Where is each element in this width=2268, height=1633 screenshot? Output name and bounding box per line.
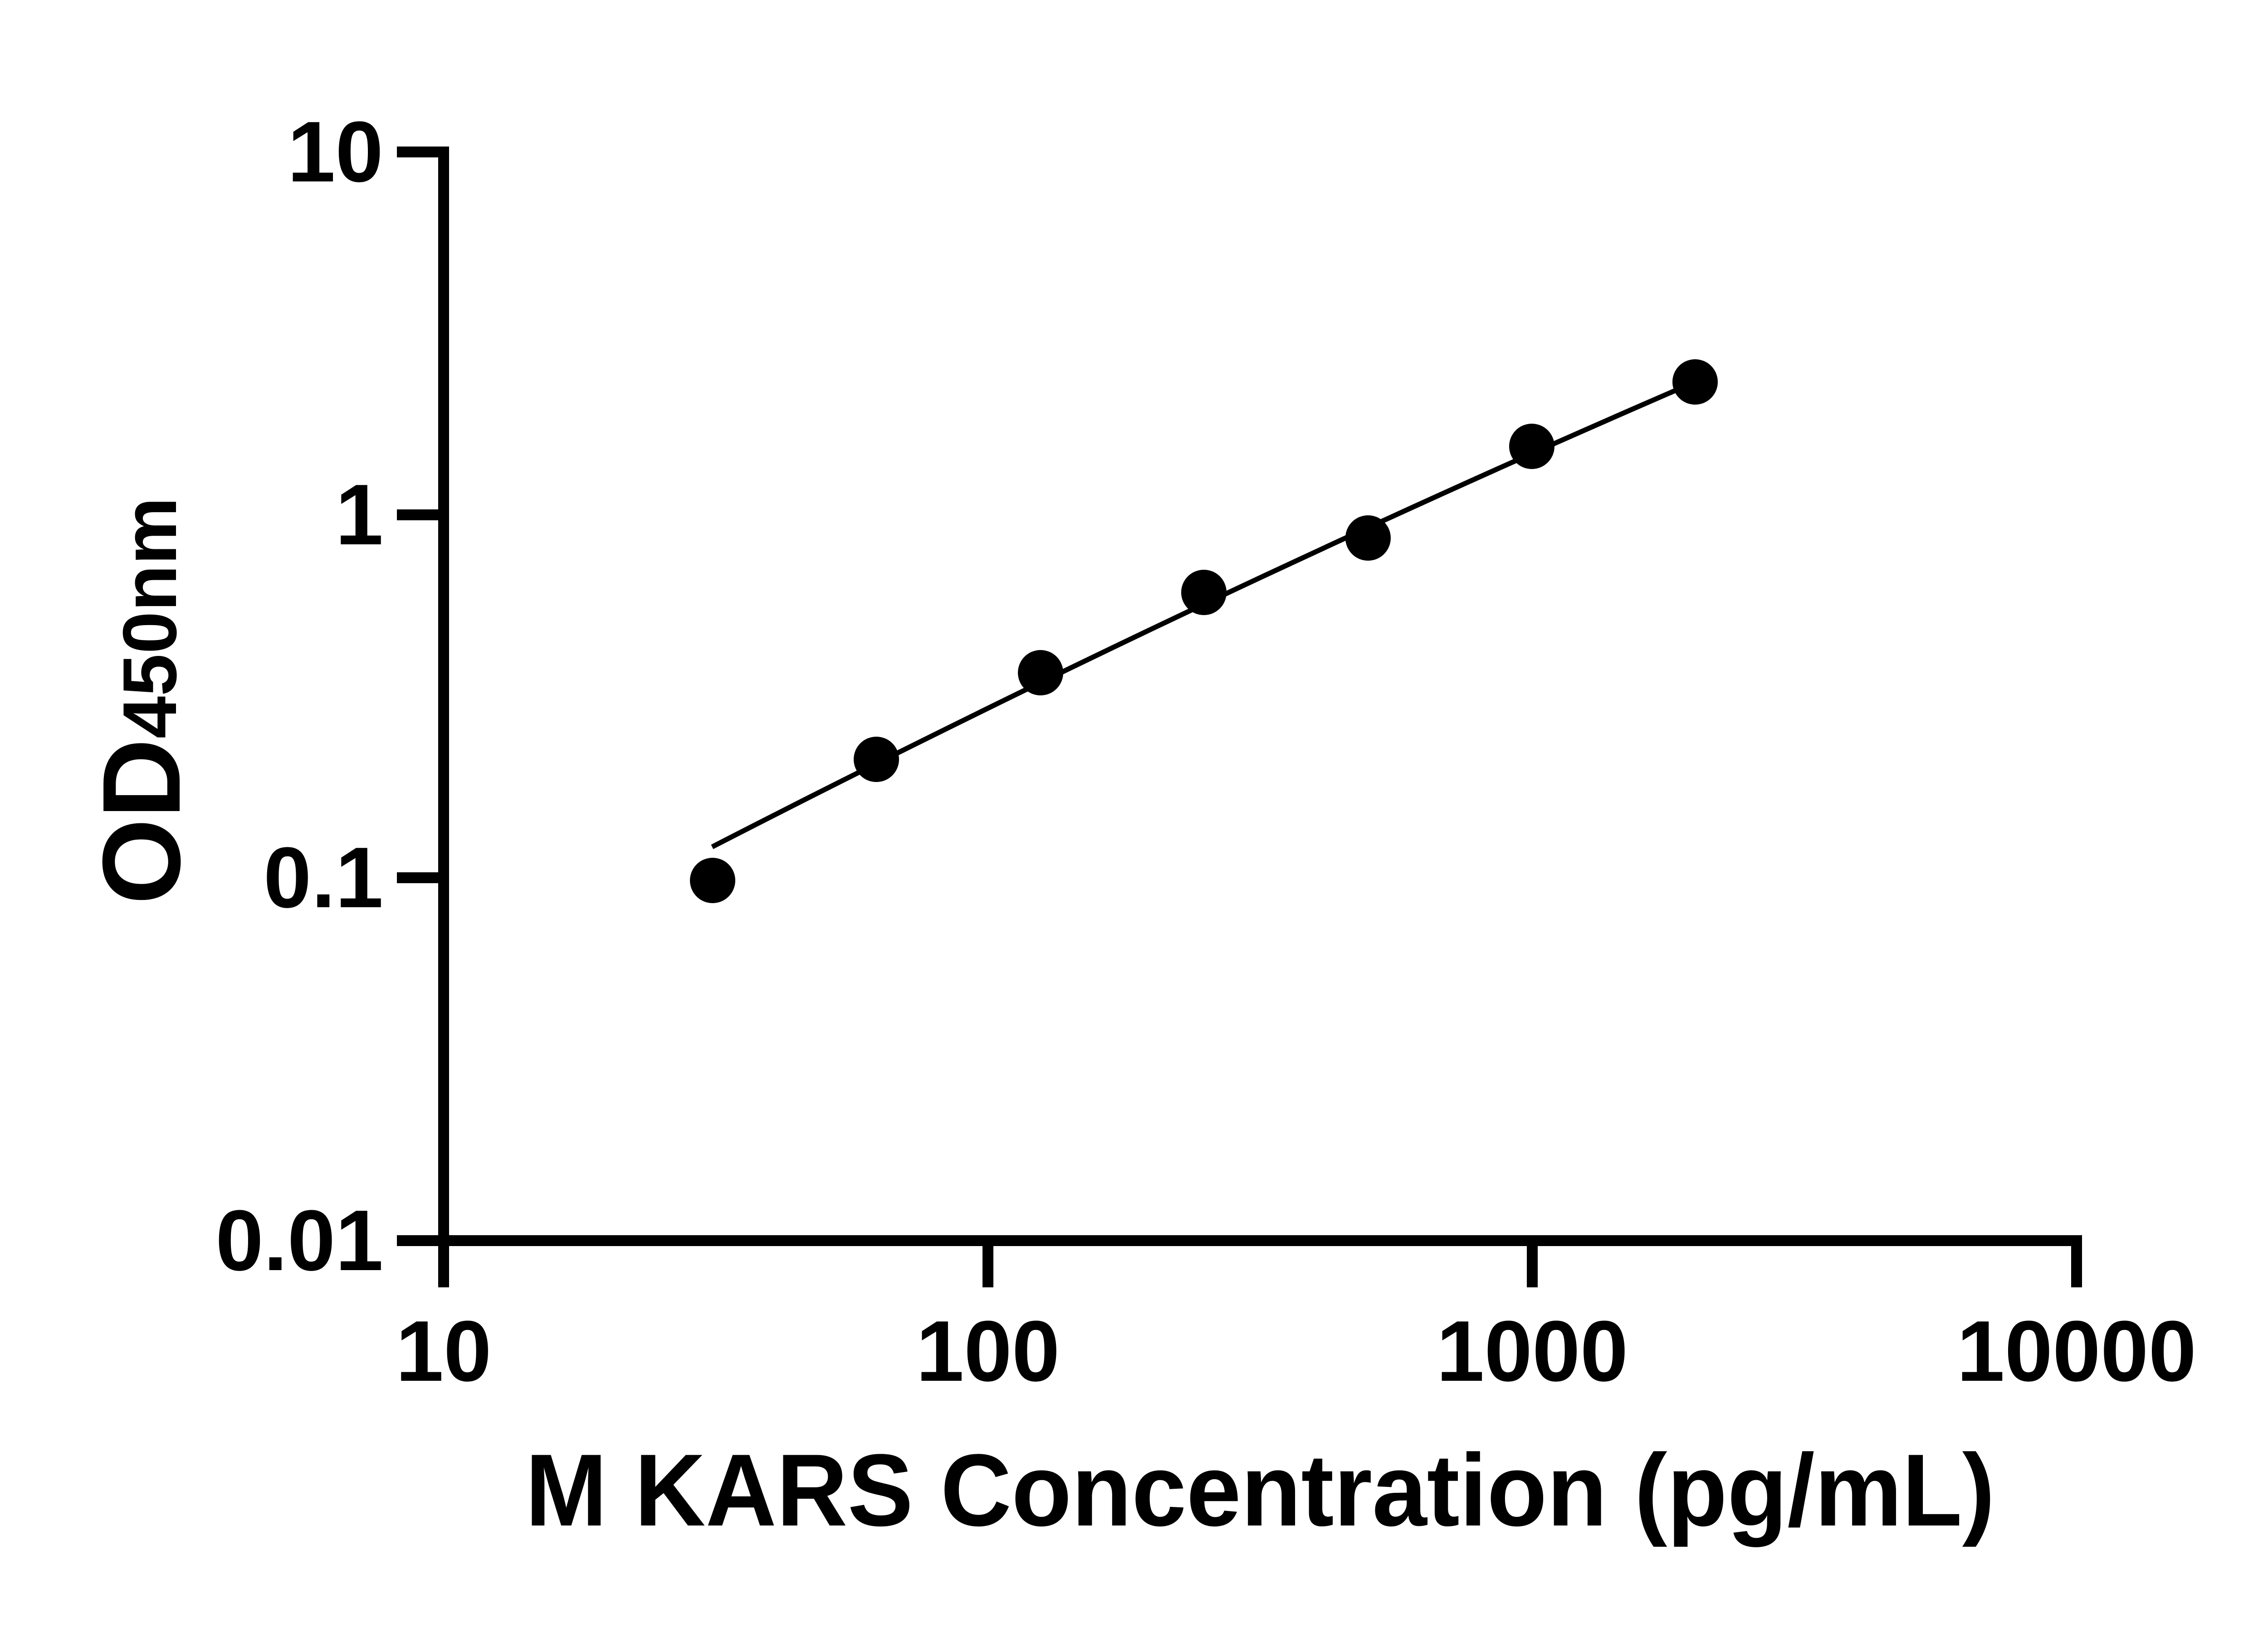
svg-text:0.01: 0.01 <box>215 1193 383 1289</box>
svg-text:OD450nm: OD450nm <box>79 497 203 905</box>
svg-text:M KARS Concentration (pg/mL): M KARS Concentration (pg/mL) <box>525 1433 1995 1547</box>
svg-text:100: 100 <box>916 1303 1060 1399</box>
svg-text:1000: 1000 <box>1437 1303 1628 1399</box>
svg-text:10: 10 <box>396 1303 491 1399</box>
svg-text:0.1: 0.1 <box>264 830 383 926</box>
svg-text:10: 10 <box>288 104 383 200</box>
svg-text:1: 1 <box>335 467 383 563</box>
svg-text:10000: 10000 <box>1957 1303 2196 1399</box>
